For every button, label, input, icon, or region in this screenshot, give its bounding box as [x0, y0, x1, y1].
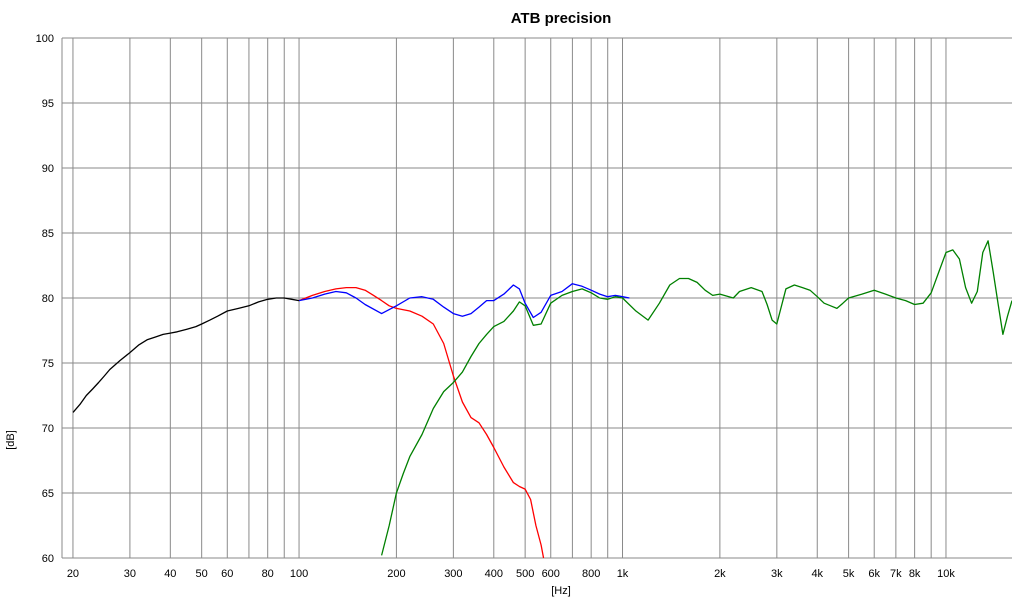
y-tick-label: 70: [42, 423, 54, 435]
x-axis-label: [Hz]: [551, 585, 571, 597]
x-tick-label: 80: [262, 568, 274, 580]
series-line-2: [298, 283, 630, 319]
chart-grid: [61, 37, 1012, 559]
x-tick-label: 20: [67, 568, 79, 580]
y-tick-label: 65: [42, 488, 54, 500]
x-tick-label: 3k: [771, 568, 783, 580]
chart-title: ATB precision: [511, 10, 612, 27]
plot-area: [72, 240, 1012, 558]
x-tick-label: 400: [485, 568, 503, 580]
x-tick-label: 2k: [714, 568, 726, 580]
x-tick-label: 600: [542, 568, 560, 580]
x-tick-label: 30: [124, 568, 136, 580]
x-tick-label: 60: [221, 568, 233, 580]
x-tick-label: 50: [196, 568, 208, 580]
x-tick-label: 6k: [868, 568, 880, 580]
x-axis-ticks: 20 30 40 50 60 80 100 200 300 400 500 600 800 1k 2k 3k 4…: [67, 568, 956, 580]
y-tick-label: 60: [42, 553, 54, 565]
y-tick-label: 80: [42, 293, 54, 305]
x-tick-label: 40: [164, 568, 176, 580]
y-tick-label: 85: [42, 228, 54, 240]
y-axis-label: [dB]: [5, 430, 17, 450]
x-tick-label: 800: [582, 568, 600, 580]
x-tick-label: 5k: [843, 568, 855, 580]
x-tick-label: 100: [290, 568, 308, 580]
x-tick-label: 10k: [937, 568, 955, 580]
x-tick-label: 4k: [811, 568, 823, 580]
x-tick-label: 200: [387, 568, 405, 580]
x-tick-label: 1k: [617, 568, 629, 580]
series-line-3: [380, 240, 1012, 556]
x-tick-label: 7k: [890, 568, 902, 580]
y-tick-label: 90: [42, 163, 54, 175]
x-tick-label: 500: [516, 568, 534, 580]
series-line-4: [72, 297, 300, 413]
series-line-1: [298, 286, 545, 558]
x-tick-label: 8k: [909, 568, 921, 580]
y-tick-label: 100: [36, 33, 54, 45]
x-tick-label: 300: [444, 568, 462, 580]
y-tick-label: 75: [42, 358, 54, 370]
y-tick-label: 95: [42, 98, 54, 110]
y-axis-ticks: 100 95 90 85 80 75 70 65 60: [36, 33, 54, 565]
